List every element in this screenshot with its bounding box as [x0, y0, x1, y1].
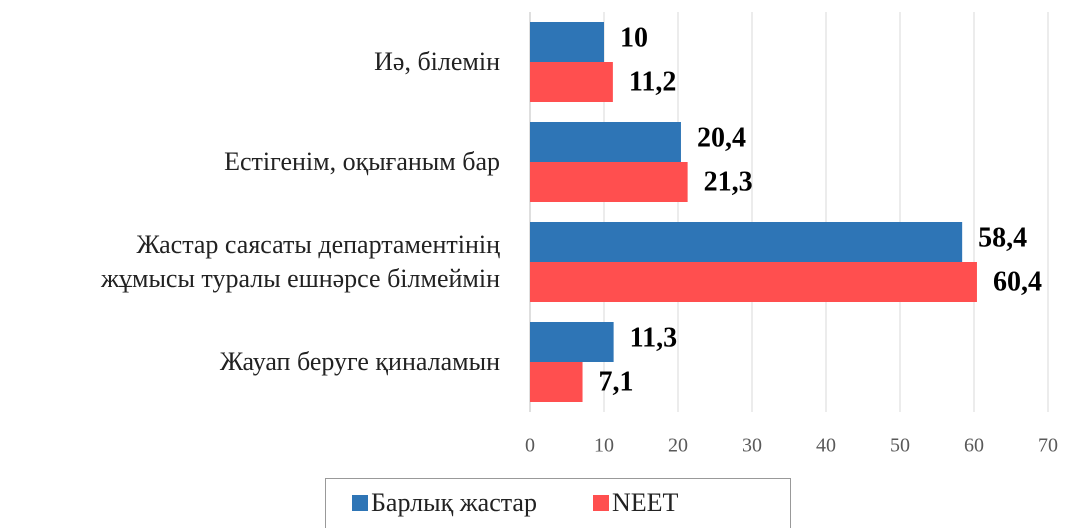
x-tick-label: 30 [742, 435, 762, 457]
value-label: 58,4 [978, 222, 1027, 253]
legend-label: Барлық жастар [371, 488, 537, 517]
value-label: 11,2 [629, 66, 676, 97]
value-label: 21,3 [704, 166, 753, 197]
value-label: 60,4 [993, 266, 1042, 297]
x-tick-label: 10 [594, 435, 614, 457]
value-label: 10 [620, 22, 648, 53]
legend-label: NEET [612, 488, 679, 517]
category-label: Иә, білемін [374, 47, 500, 76]
value-label: 20,4 [697, 122, 746, 153]
bar [530, 362, 583, 402]
bar [530, 22, 604, 62]
x-tick-label: 50 [890, 435, 910, 457]
bar [530, 162, 688, 202]
bar [530, 322, 614, 362]
bar [530, 122, 681, 162]
legend-swatch [352, 495, 368, 511]
category-label: Естігенім, оқығаным бар [224, 147, 500, 176]
x-tick-label: 70 [1038, 435, 1058, 457]
value-label: 7,1 [599, 366, 634, 397]
value-label: 11,3 [630, 322, 677, 353]
x-tick-label: 60 [964, 435, 984, 457]
legend-swatch [593, 495, 609, 511]
x-tick-label: 40 [816, 435, 836, 457]
legend-box [325, 478, 791, 528]
bar [530, 262, 977, 302]
category-label: Жастар саясаты департаментінің жұмысы ту… [101, 230, 500, 293]
category-label: Жауап беруге қиналамын [219, 347, 500, 376]
x-tick-label: 20 [668, 435, 688, 457]
bar [530, 222, 963, 262]
x-tick-label: 0 [525, 435, 535, 457]
bar [530, 62, 613, 102]
